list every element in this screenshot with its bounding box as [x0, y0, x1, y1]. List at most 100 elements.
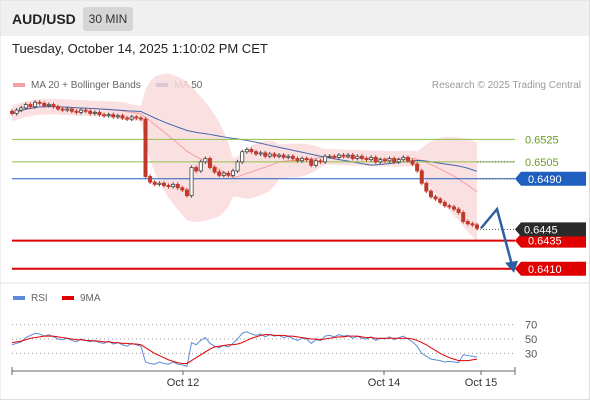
candle-body [56, 106, 61, 110]
candle-body [221, 172, 226, 176]
candle-body [143, 118, 148, 177]
candle-body [300, 158, 305, 162]
bollinger-band [12, 73, 477, 242]
candle-body [138, 117, 143, 120]
candle-body [424, 182, 429, 192]
legend-rsi-label: RSI [31, 293, 48, 304]
projection-arrow [480, 206, 515, 270]
last-price-tag [515, 222, 586, 237]
candle-body [134, 116, 139, 119]
candle-body [465, 221, 470, 225]
candle-body [286, 155, 291, 158]
chart-datetime: Tuesday, October 14, 2025 1:10:02 PM CET [12, 41, 268, 56]
candle-body [341, 154, 346, 157]
candle-body [97, 111, 102, 116]
candle-body [83, 109, 88, 112]
candle-body [23, 104, 28, 109]
candle-body [212, 167, 217, 173]
candle-body [46, 104, 51, 107]
candle-body [148, 176, 153, 183]
candle-body [42, 102, 47, 107]
candle-body [318, 160, 323, 163]
candle-body [129, 116, 134, 120]
level-tag-3 [515, 233, 586, 248]
legend-ma-bollinger-label: MA 20 + Bollinger Bands [31, 80, 141, 91]
level-label-1: 0.6505 [525, 157, 559, 169]
symbol-label: AUD/USD [12, 11, 76, 27]
rsi-series-0 [11, 331, 478, 368]
candle-body [79, 109, 84, 113]
candle-body [382, 159, 387, 162]
candle-body [474, 224, 479, 229]
candle-body [175, 183, 180, 189]
candle-body [235, 161, 240, 172]
candle-body [258, 152, 263, 155]
candle-body [152, 181, 157, 185]
candle-body [401, 156, 406, 161]
candle-body [451, 206, 456, 210]
timeframe-badge[interactable]: 30 MIN [83, 7, 133, 31]
legend-ma-bollinger: MA 20 + Bollinger Bands [13, 80, 141, 91]
candle-body [74, 110, 79, 113]
candle-body [323, 155, 328, 163]
candle-body [194, 167, 199, 172]
candle-body [405, 156, 410, 162]
candle-body [37, 101, 42, 104]
candle-body [249, 149, 254, 153]
candle-body [226, 172, 231, 176]
candle-body [115, 115, 120, 118]
candle-body [33, 101, 38, 108]
candle-body [456, 208, 461, 213]
candle-body [217, 171, 222, 176]
candle-body [327, 155, 332, 158]
candle-body [359, 155, 364, 159]
candle-body [240, 151, 245, 163]
candle-body [69, 108, 74, 112]
candle-body [51, 104, 56, 108]
candle-body [277, 154, 282, 157]
candle-body [470, 223, 475, 226]
candle-body [346, 154, 351, 157]
candle-body [290, 155, 295, 159]
candle-body [373, 156, 378, 163]
candle-body [198, 161, 203, 172]
projection-arrowhead [505, 260, 518, 273]
candle-body [171, 183, 176, 188]
research-credit: Research © 2025 Trading Central [431, 80, 581, 91]
candle-body [9, 110, 14, 114]
candle-body [415, 163, 420, 172]
ma20-swatch [13, 83, 25, 88]
rsi-tick-0: 30 [525, 348, 537, 360]
x-tick-label-1: Oct 14 [368, 377, 400, 389]
legend-rsi-ma: 9MA [62, 293, 101, 304]
candle-body [161, 182, 166, 186]
candle-body [106, 114, 111, 117]
level-label-3: 0.6435 [528, 236, 562, 248]
candle-body [461, 212, 466, 222]
candle-body [244, 149, 249, 153]
candle-body [157, 182, 162, 185]
candle-body [184, 189, 189, 197]
candle-body [28, 104, 33, 108]
candle-body [309, 159, 314, 166]
candle-body [438, 198, 443, 203]
level-label-4: 0.6410 [528, 264, 562, 276]
candle-body [332, 155, 337, 158]
rsi-series-1 [11, 334, 478, 364]
candle-body [60, 108, 65, 111]
x-tick-label-2: Oct 15 [465, 377, 497, 389]
candle-body [125, 117, 130, 120]
legend-rsi: RSI [13, 293, 48, 304]
candle-body [387, 158, 392, 162]
candle-body [313, 160, 318, 166]
candle-body [19, 107, 24, 111]
candle-body [230, 170, 235, 176]
candle-body [267, 153, 272, 157]
candle-body [166, 185, 171, 188]
candle-body [295, 158, 300, 162]
level-label-0: 0.6525 [525, 134, 559, 146]
candle-body [254, 151, 259, 155]
candle-body [369, 156, 374, 161]
candle-body [92, 111, 97, 114]
